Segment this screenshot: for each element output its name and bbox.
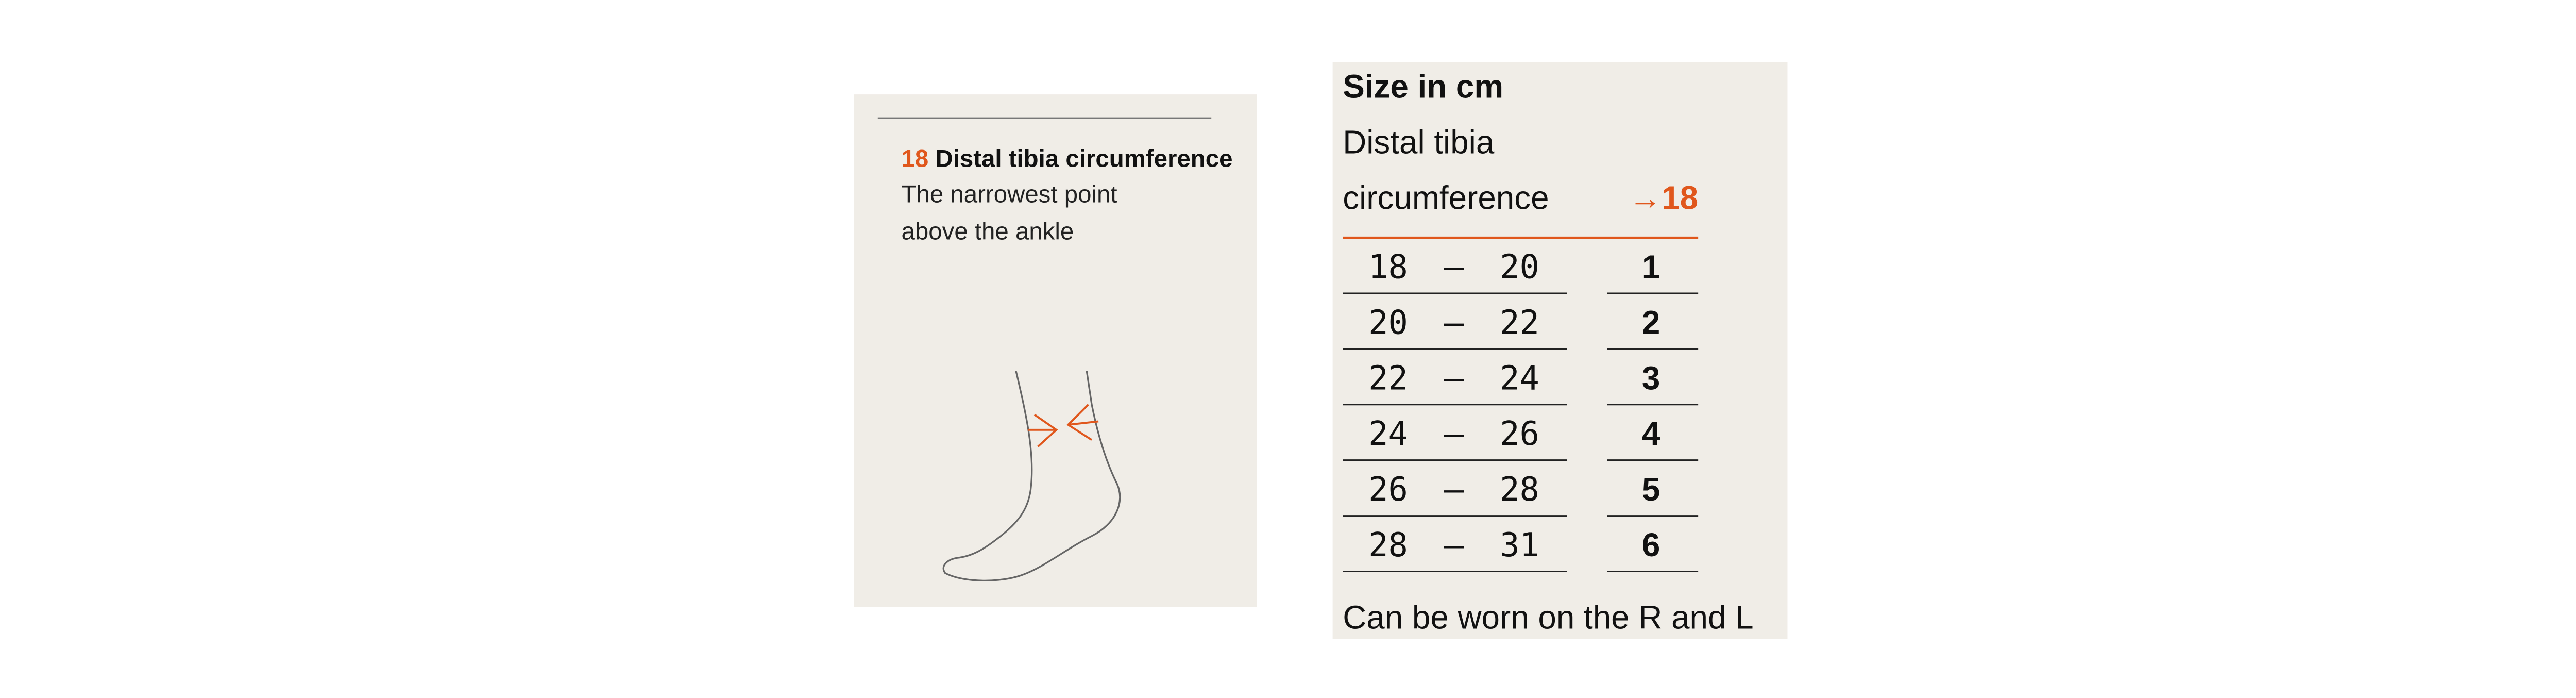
size-rows: 18–20 120–22 222–24 324–26 426–28 528–31 6 <box>1343 248 1699 572</box>
measure-number: 18 <box>902 145 929 173</box>
size-number: 1 <box>1642 248 1660 286</box>
size-number: 2 <box>1642 304 1660 341</box>
size-number: 3 <box>1642 359 1660 396</box>
table-header: circumference <box>1343 179 1549 216</box>
measure-heading: 18 Distal tibia circumference <box>902 145 1233 173</box>
measure-description: The narrowest point <box>902 180 1117 208</box>
range-to: 28 <box>1500 471 1539 509</box>
range-from: 18 <box>1368 248 1408 287</box>
table-note: Can be worn on the R and L <box>1343 599 1753 636</box>
size-number: 5 <box>1642 471 1660 508</box>
foot-illustration <box>942 370 1121 581</box>
size-number: 6 <box>1642 526 1660 563</box>
measure-arrows <box>1027 404 1099 447</box>
range-to: 26 <box>1500 415 1539 453</box>
range-dash: – <box>1444 415 1464 453</box>
table-title: Size in cm <box>1343 68 1503 105</box>
measure-panel <box>854 94 1257 607</box>
range-from: 24 <box>1368 415 1408 453</box>
range-from: 26 <box>1368 471 1408 509</box>
range-to: 20 <box>1500 248 1539 287</box>
range-from: 20 <box>1368 304 1408 342</box>
header-ref: →18 <box>1629 179 1698 216</box>
range-from: 28 <box>1368 526 1408 564</box>
measure-description: above the ankle <box>902 218 1074 245</box>
range-dash: – <box>1444 471 1464 509</box>
range-to: 24 <box>1500 359 1539 397</box>
range-to: 31 <box>1500 526 1539 564</box>
range-dash: – <box>1444 526 1464 564</box>
range-from: 22 <box>1368 359 1408 397</box>
size-number: 4 <box>1642 415 1660 452</box>
range-dash: – <box>1444 248 1464 287</box>
table-header: Distal tibia <box>1343 124 1495 161</box>
range-to: 22 <box>1500 304 1539 342</box>
measure-title: Distal tibia circumference <box>935 145 1232 173</box>
range-dash: – <box>1444 304 1464 342</box>
range-dash: – <box>1444 359 1464 397</box>
size-panel <box>1332 62 1788 639</box>
